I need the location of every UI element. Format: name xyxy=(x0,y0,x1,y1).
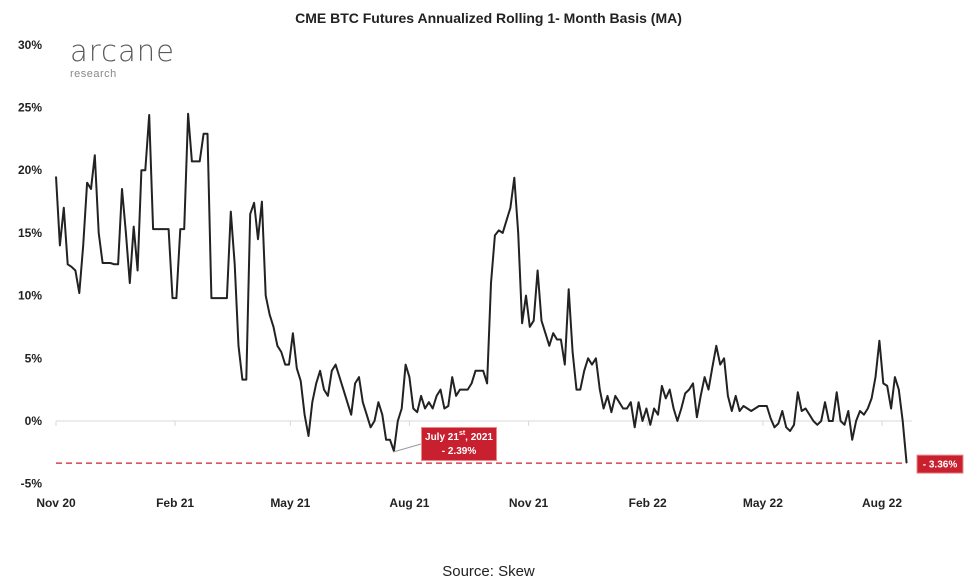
current-value-box xyxy=(916,454,964,474)
callout-date-year: , 2021 xyxy=(465,432,493,443)
y-tick-label: 20% xyxy=(18,163,42,177)
y-axis: 30% 25% 20% 15% 10% 5% 0% -5% xyxy=(18,38,42,491)
source-note: Source: Skew xyxy=(442,563,535,580)
callout-connector xyxy=(393,443,422,453)
y-tick-label: -5% xyxy=(21,477,43,491)
arcane-research-logo: arcane research xyxy=(70,36,175,81)
series-line xyxy=(55,112,908,464)
x-tick-label: May 22 xyxy=(743,496,783,510)
current-value-label: - 3.36% xyxy=(923,460,958,471)
annotations: - 3.36% xyxy=(393,443,964,474)
y-tick-label: 25% xyxy=(18,101,42,115)
x-axis: Nov 20 Feb 21 May 21 Aug 21 Nov 21 Feb 22 May … xyxy=(36,420,912,510)
y-tick-label: 5% xyxy=(25,351,43,365)
x-tick-label: Aug 22 xyxy=(862,496,902,510)
y-tick-label: 30% xyxy=(18,38,42,52)
x-tick-label: Nov 20 xyxy=(36,496,76,510)
x-tick-label: Aug 21 xyxy=(389,496,429,510)
x-tick-label: Feb 22 xyxy=(629,496,667,510)
y-tick-label: 15% xyxy=(18,226,42,240)
callout-label-value: - 2.39% xyxy=(441,446,477,457)
callout-date-main: July 21 xyxy=(425,432,459,443)
x-tick-label: May 21 xyxy=(270,496,310,510)
x-tick-label: Feb 21 xyxy=(156,496,194,510)
x-tick-label: Nov 21 xyxy=(509,496,549,510)
y-tick-label: 0% xyxy=(25,414,43,428)
chart-title: CME BTC Futures Annualized Rolling 1- Mo… xyxy=(295,10,682,26)
callout-date-ordinal: st xyxy=(458,430,466,437)
series-group xyxy=(55,112,908,464)
y-tick-label: 10% xyxy=(18,289,42,303)
logo-name: arcane xyxy=(70,34,175,68)
logo-sub: research xyxy=(70,68,117,80)
